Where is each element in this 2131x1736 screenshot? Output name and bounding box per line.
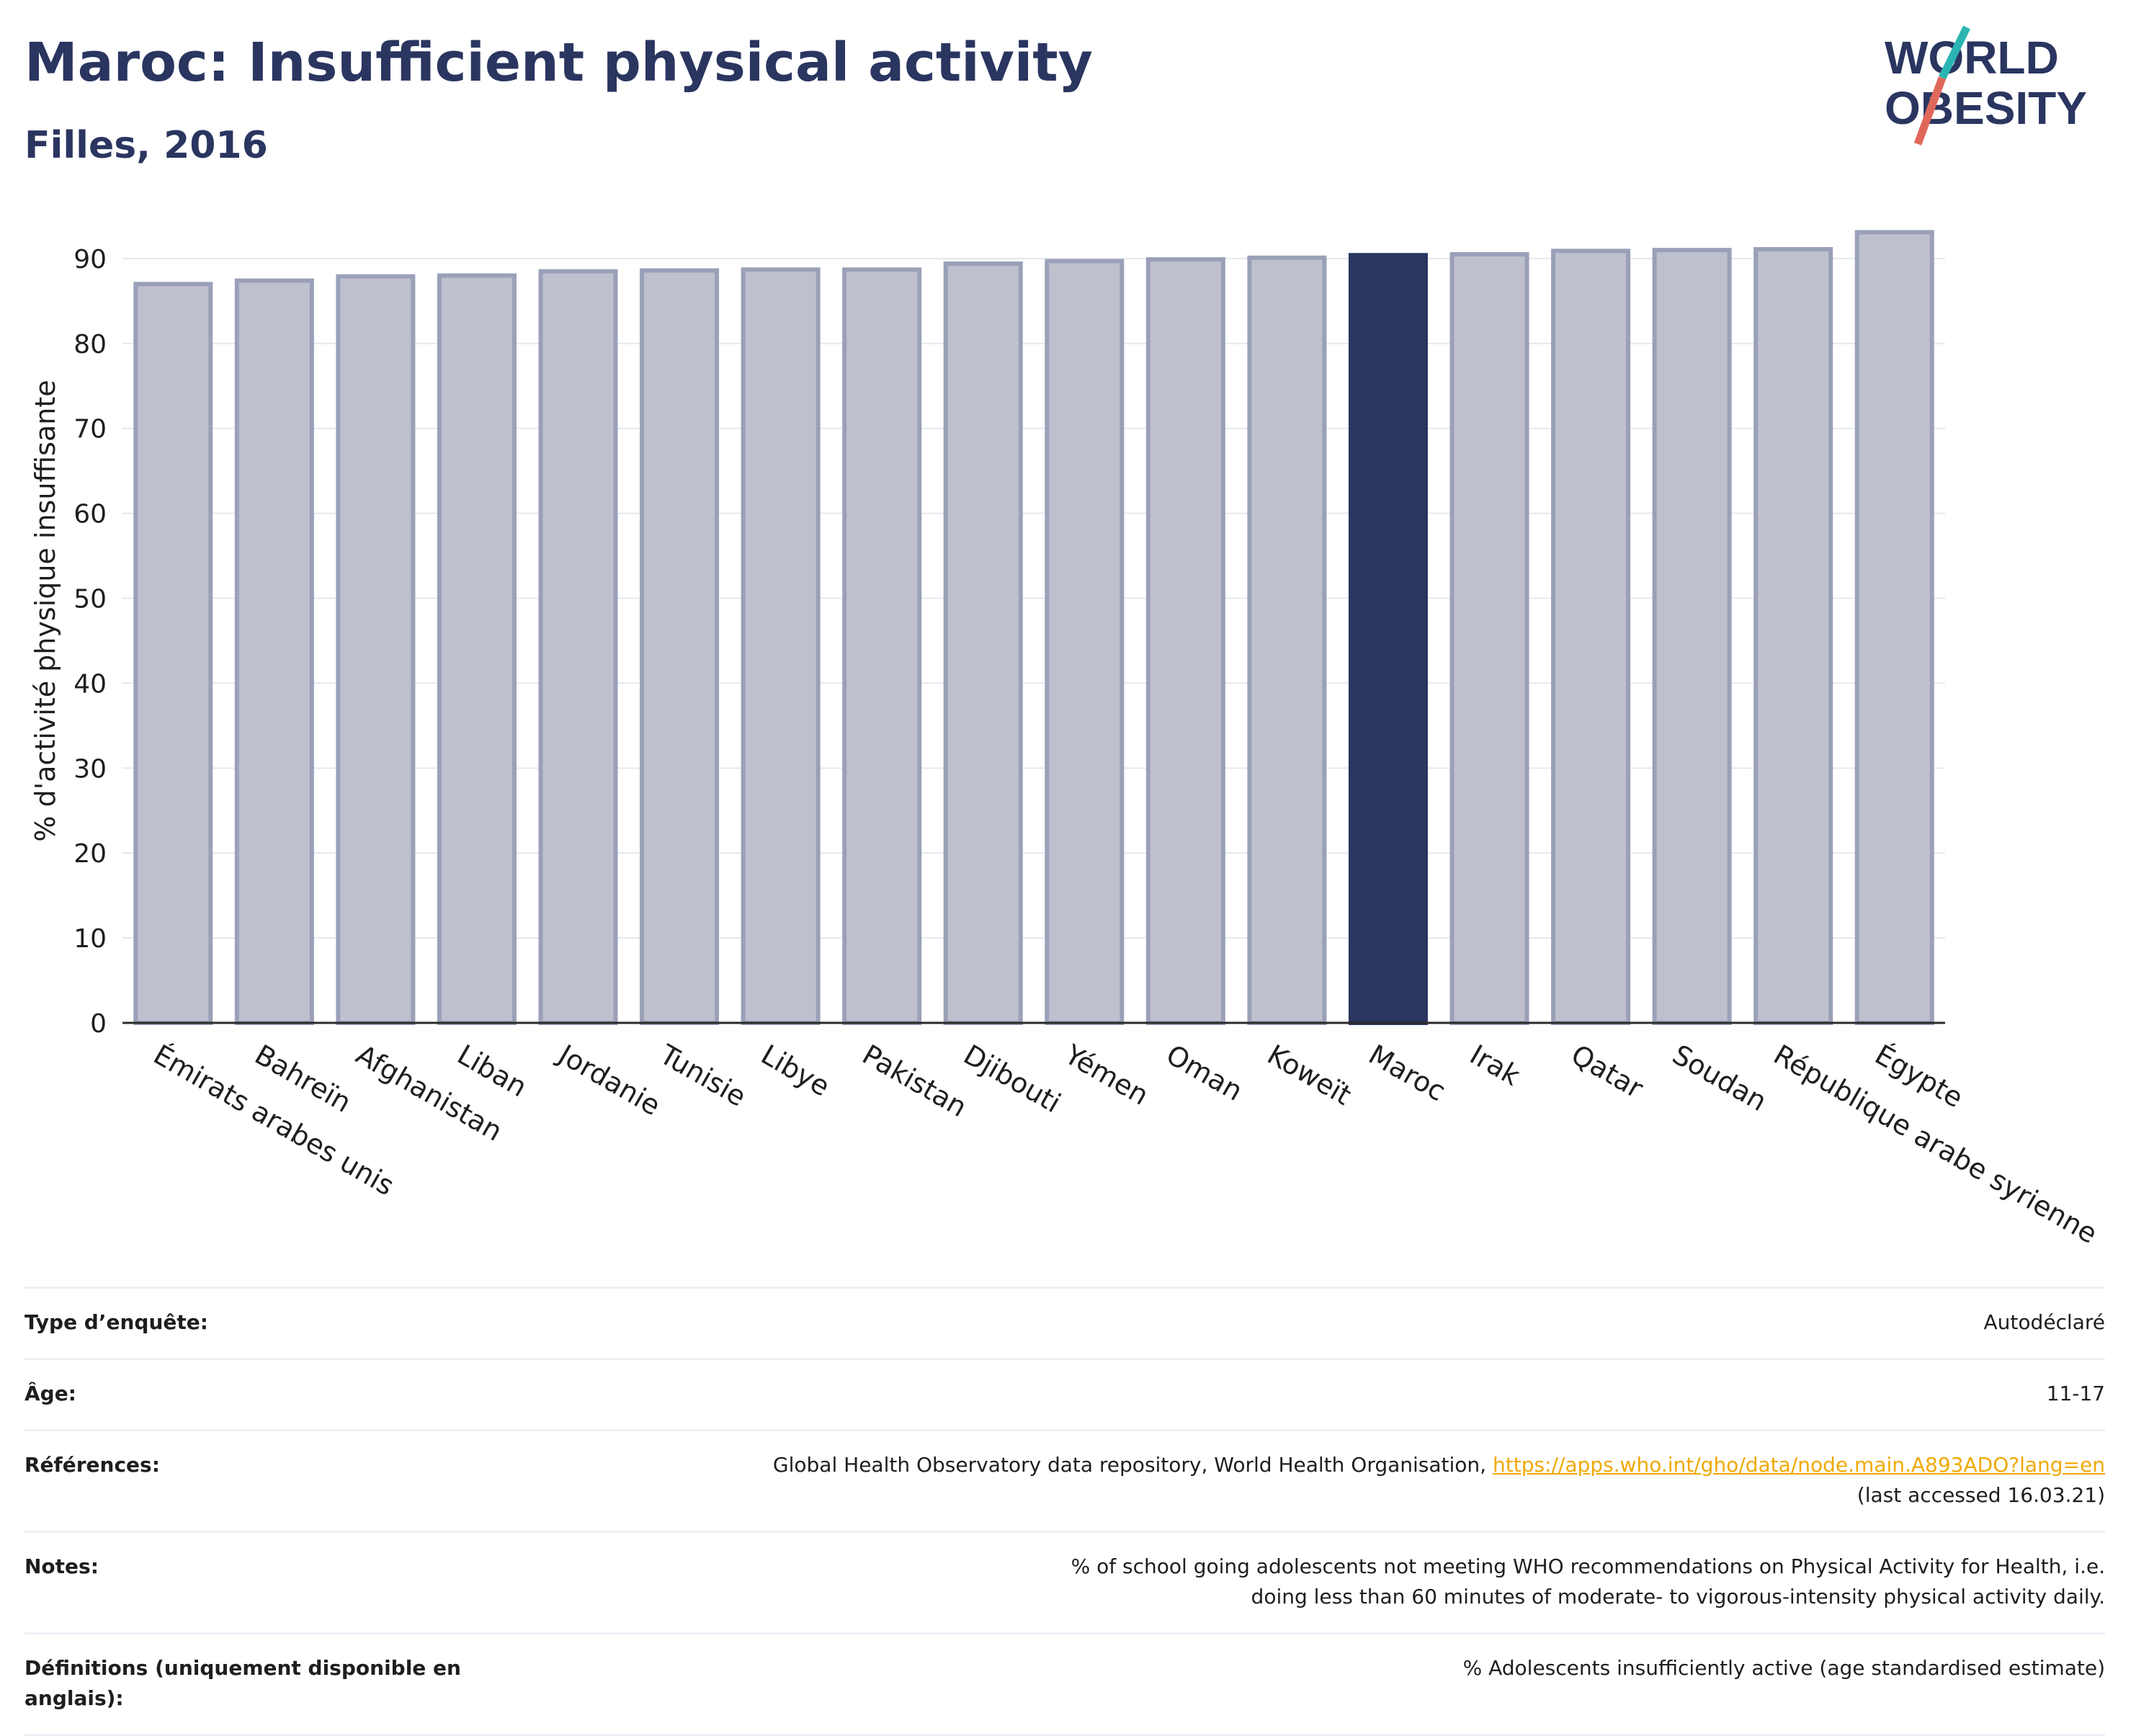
y-tick-label: 50 <box>73 585 107 614</box>
references-text: Global Health Observatory data repositor… <box>772 1453 1493 1477</box>
references-link[interactable]: https://apps.who.int/gho/data/node.main.… <box>1492 1453 2105 1477</box>
bar-10 <box>1145 257 1225 1025</box>
y-tick-label: 80 <box>73 330 107 359</box>
bar-1 <box>234 278 314 1026</box>
y-axis-label: % d'activité physique insuffisante <box>30 380 61 841</box>
x-tick-label: Liban <box>452 1039 532 1104</box>
bar-12 <box>1348 253 1428 1025</box>
references-accessed: (last accessed 16.03.21) <box>1857 1483 2105 1507</box>
y-tick-label: 70 <box>73 415 107 444</box>
info-row-survey: Type d’enquête: Autodéclaré <box>24 1287 2105 1359</box>
x-tick-label: Qatar <box>1566 1039 1649 1105</box>
survey-type-label: Type d’enquête: <box>24 1287 514 1359</box>
bar-6 <box>741 267 821 1025</box>
y-tick-label: 40 <box>73 669 107 699</box>
info-table: Type d’enquête: Autodéclaré Âge: 11-17 R… <box>24 1287 2105 1736</box>
bar-7 <box>842 267 922 1025</box>
logo-line-obesity: OBESITY <box>1885 82 2087 134</box>
y-tick-label: 20 <box>73 839 107 869</box>
age-label: Âge: <box>24 1358 514 1431</box>
bar-13 <box>1449 252 1529 1026</box>
x-tick-label: Irak <box>1465 1039 1525 1092</box>
y-tick-label: 90 <box>73 245 107 274</box>
x-tick-label: Tunisie <box>654 1038 751 1113</box>
bar-2 <box>336 274 416 1025</box>
grid-layer <box>122 257 1945 939</box>
info-row-age: Âge: 11-17 <box>24 1358 2105 1431</box>
bar-4 <box>538 269 618 1025</box>
definitions-label: Définitions (uniquement disponible en an… <box>24 1632 514 1736</box>
chart-title: Maroc: Insufficient physical activity <box>24 32 1093 94</box>
chart-subtitle: Filles, 2016 <box>24 124 268 167</box>
x-tick-label: Jordanie <box>552 1038 666 1122</box>
logo-line-world: WORLD <box>1885 32 2059 84</box>
bar-0 <box>133 282 213 1025</box>
info-row-references: Références: Global Health Observatory da… <box>24 1429 2105 1532</box>
definitions-value: % Adolescents insufficiently active (age… <box>514 1632 2105 1736</box>
info-row-definitions: Définitions (uniquement disponible en an… <box>24 1632 2105 1736</box>
x-tick-label: Yémen <box>1059 1038 1154 1111</box>
x-tick-label: Koweït <box>1262 1039 1357 1111</box>
y-tick-label: 10 <box>73 924 107 954</box>
y-tick-label: 30 <box>73 754 107 784</box>
info-row-notes: Notes: % of school going adolescents not… <box>24 1531 2105 1634</box>
x-tick-label: Soudan <box>1667 1039 1772 1118</box>
x-tick-label: Libye <box>756 1039 835 1103</box>
notes-label: Notes: <box>24 1531 514 1634</box>
bar-5 <box>640 268 720 1025</box>
bar-3 <box>437 273 517 1025</box>
bar-9 <box>1045 259 1125 1025</box>
bar-16 <box>1754 246 1833 1025</box>
bar-17 <box>1854 230 1934 1025</box>
x-tick-label: Oman <box>1161 1039 1248 1107</box>
bar-layer <box>133 230 1934 1026</box>
world-obesity-logo: WORLD OBESITY <box>1885 25 2087 146</box>
x-tick-label: Maroc <box>1363 1039 1451 1108</box>
y-tick-label: 0 <box>90 1009 107 1039</box>
notes-value: % of school going adolescents not meetin… <box>514 1531 2105 1634</box>
references-value: Global Health Observatory data repositor… <box>514 1429 2105 1532</box>
bar-8 <box>943 261 1023 1026</box>
bar-14 <box>1551 249 1631 1026</box>
bar-11 <box>1247 255 1327 1025</box>
x-tick-label: Pakistan <box>857 1039 973 1124</box>
survey-type-value: Autodéclaré <box>514 1287 2105 1359</box>
bar-15 <box>1652 248 1732 1026</box>
x-tick-label: Djibouti <box>958 1039 1066 1119</box>
references-label: Références: <box>24 1429 514 1532</box>
age-value: 11-17 <box>514 1358 2105 1431</box>
y-tick-label: 60 <box>73 500 107 529</box>
